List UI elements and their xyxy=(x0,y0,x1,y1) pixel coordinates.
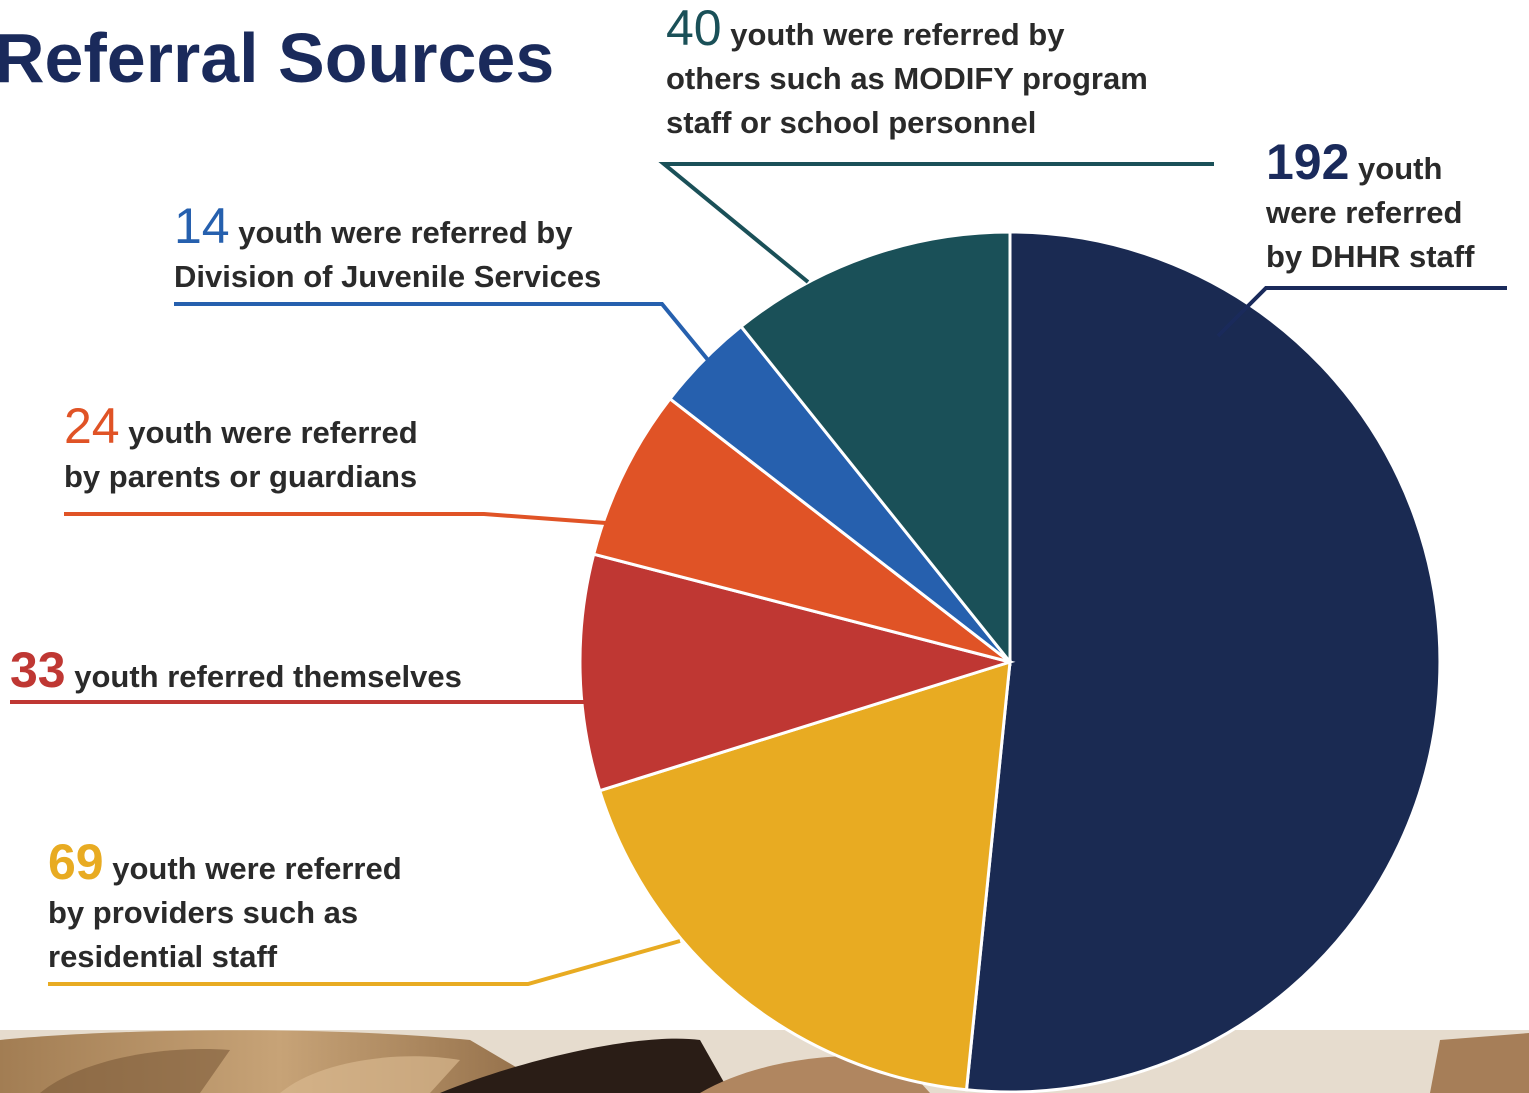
leader-line-dhhr xyxy=(1216,286,1507,338)
label-djs-line1: youth were referred by xyxy=(229,215,573,250)
leader-line-others xyxy=(658,162,1214,284)
label-others-line3: staff or school personnel xyxy=(666,105,1037,140)
label-parents-number: 24 xyxy=(64,398,120,454)
label-self-line1: youth referred themselves xyxy=(65,659,462,694)
label-parents-line2: by parents or guardians xyxy=(64,459,418,494)
pie-slice-dhhr xyxy=(964,230,1442,1093)
pie-slice-parents xyxy=(591,396,1011,664)
label-parents-line1: youth were referred xyxy=(119,415,418,450)
label-djs-number: 14 xyxy=(174,198,230,254)
label-others-number: 40 xyxy=(666,0,722,56)
label-dhhr-line3: by DHHR staff xyxy=(1266,239,1475,274)
leader-line-djs xyxy=(174,302,710,362)
label-djs: 14 youth were referred by Division of Ju… xyxy=(174,201,602,299)
label-providers-number: 69 xyxy=(48,834,104,890)
label-others-line2: others such as MODIFY program xyxy=(666,61,1148,96)
label-providers: 69 youth were referred by providers such… xyxy=(48,837,402,979)
label-dhhr-number: 192 xyxy=(1266,134,1350,190)
label-dhhr-line2: were referred xyxy=(1266,195,1463,230)
leader-line-parents xyxy=(64,512,607,525)
pie-slice-others xyxy=(738,230,1012,667)
label-self-number: 33 xyxy=(10,642,66,698)
pie-slice-self xyxy=(578,552,1016,793)
label-providers-line1: youth were referred xyxy=(103,851,402,886)
page-title: Referral Sources xyxy=(0,19,555,97)
label-providers-line3: residential staff xyxy=(48,939,278,974)
label-dhhr: 192 youth were referred by DHHR staff xyxy=(1266,137,1475,279)
label-parents: 24 youth were referred by parents or gua… xyxy=(64,401,418,499)
pie-slice-providers xyxy=(597,659,1012,1092)
label-self: 33 youth referred themselves xyxy=(10,645,462,699)
label-djs-line2: Division of Juvenile Services xyxy=(174,259,602,294)
label-others-line1: youth were referred by xyxy=(721,17,1065,52)
leader-line-providers xyxy=(48,939,681,986)
label-dhhr-line1: youth xyxy=(1349,151,1443,186)
label-others: 40 youth were referred by others such as… xyxy=(666,3,1148,145)
label-providers-line2: by providers such as xyxy=(48,895,359,930)
